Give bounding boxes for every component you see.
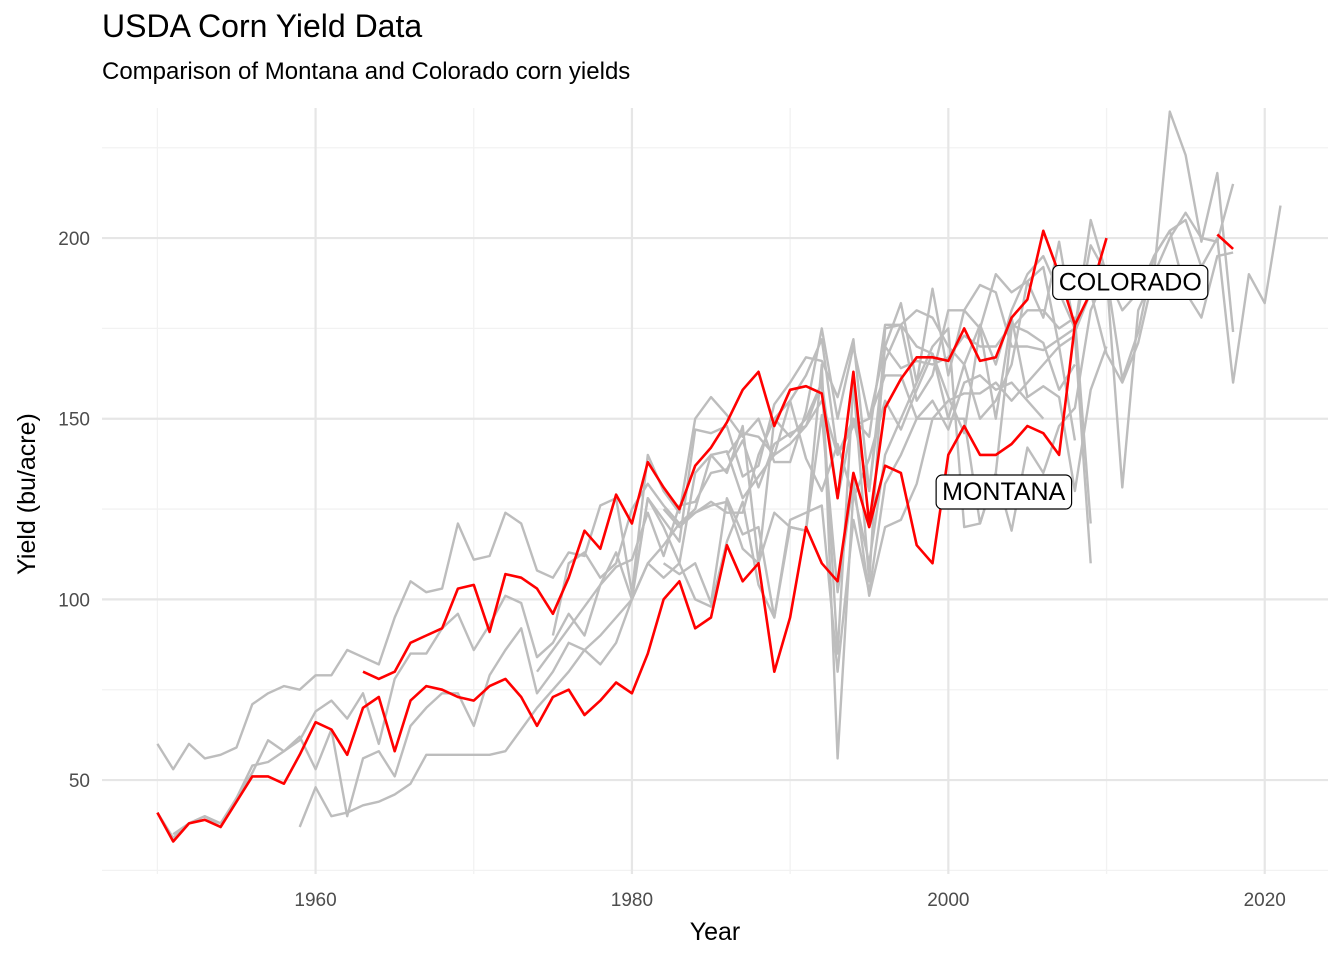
x-axis-title: Year [690, 918, 741, 946]
y-tick-label: 200 [58, 229, 90, 250]
series-line-colorado [156, 233, 1234, 843]
background-series-group [156, 110, 1282, 840]
y-tick-label: 50 [69, 771, 90, 792]
series-label-montana: MONTANA [935, 474, 1073, 510]
x-tick-label: 2000 [927, 890, 969, 911]
x-tick-label: 2020 [1244, 890, 1286, 911]
label-text: COLORADO [1059, 268, 1202, 296]
y-tick-label: 100 [58, 590, 90, 611]
series-line-montana [362, 229, 1077, 681]
tick-labels: 1960 1980 2000 2020 50 100 150 200 [58, 229, 1286, 911]
grid-lines [102, 108, 1328, 874]
chart-subtitle: Comparison of Montana and Colorado corn … [102, 58, 631, 85]
chart-title: USDA Corn Yield Data [102, 8, 423, 44]
x-tick-label: 1980 [611, 890, 653, 911]
label-box [1052, 264, 1209, 301]
background-series-line [536, 374, 1045, 673]
background-series-line [662, 110, 1235, 619]
series-label-colorado: COLORADO [1052, 264, 1209, 301]
x-tick-label: 1960 [294, 890, 336, 911]
background-series-line [630, 205, 1282, 655]
y-axis-title: Yield (bu/acre) [13, 413, 41, 575]
label-text: MONTANA [942, 478, 1065, 506]
label-box [935, 474, 1073, 510]
y-tick-label: 150 [58, 410, 90, 431]
highlighted-series-group [156, 229, 1234, 843]
series-labels: COLORADO MONTANA [935, 264, 1209, 510]
background-series-line [662, 316, 1108, 529]
background-series-line [156, 265, 1077, 840]
